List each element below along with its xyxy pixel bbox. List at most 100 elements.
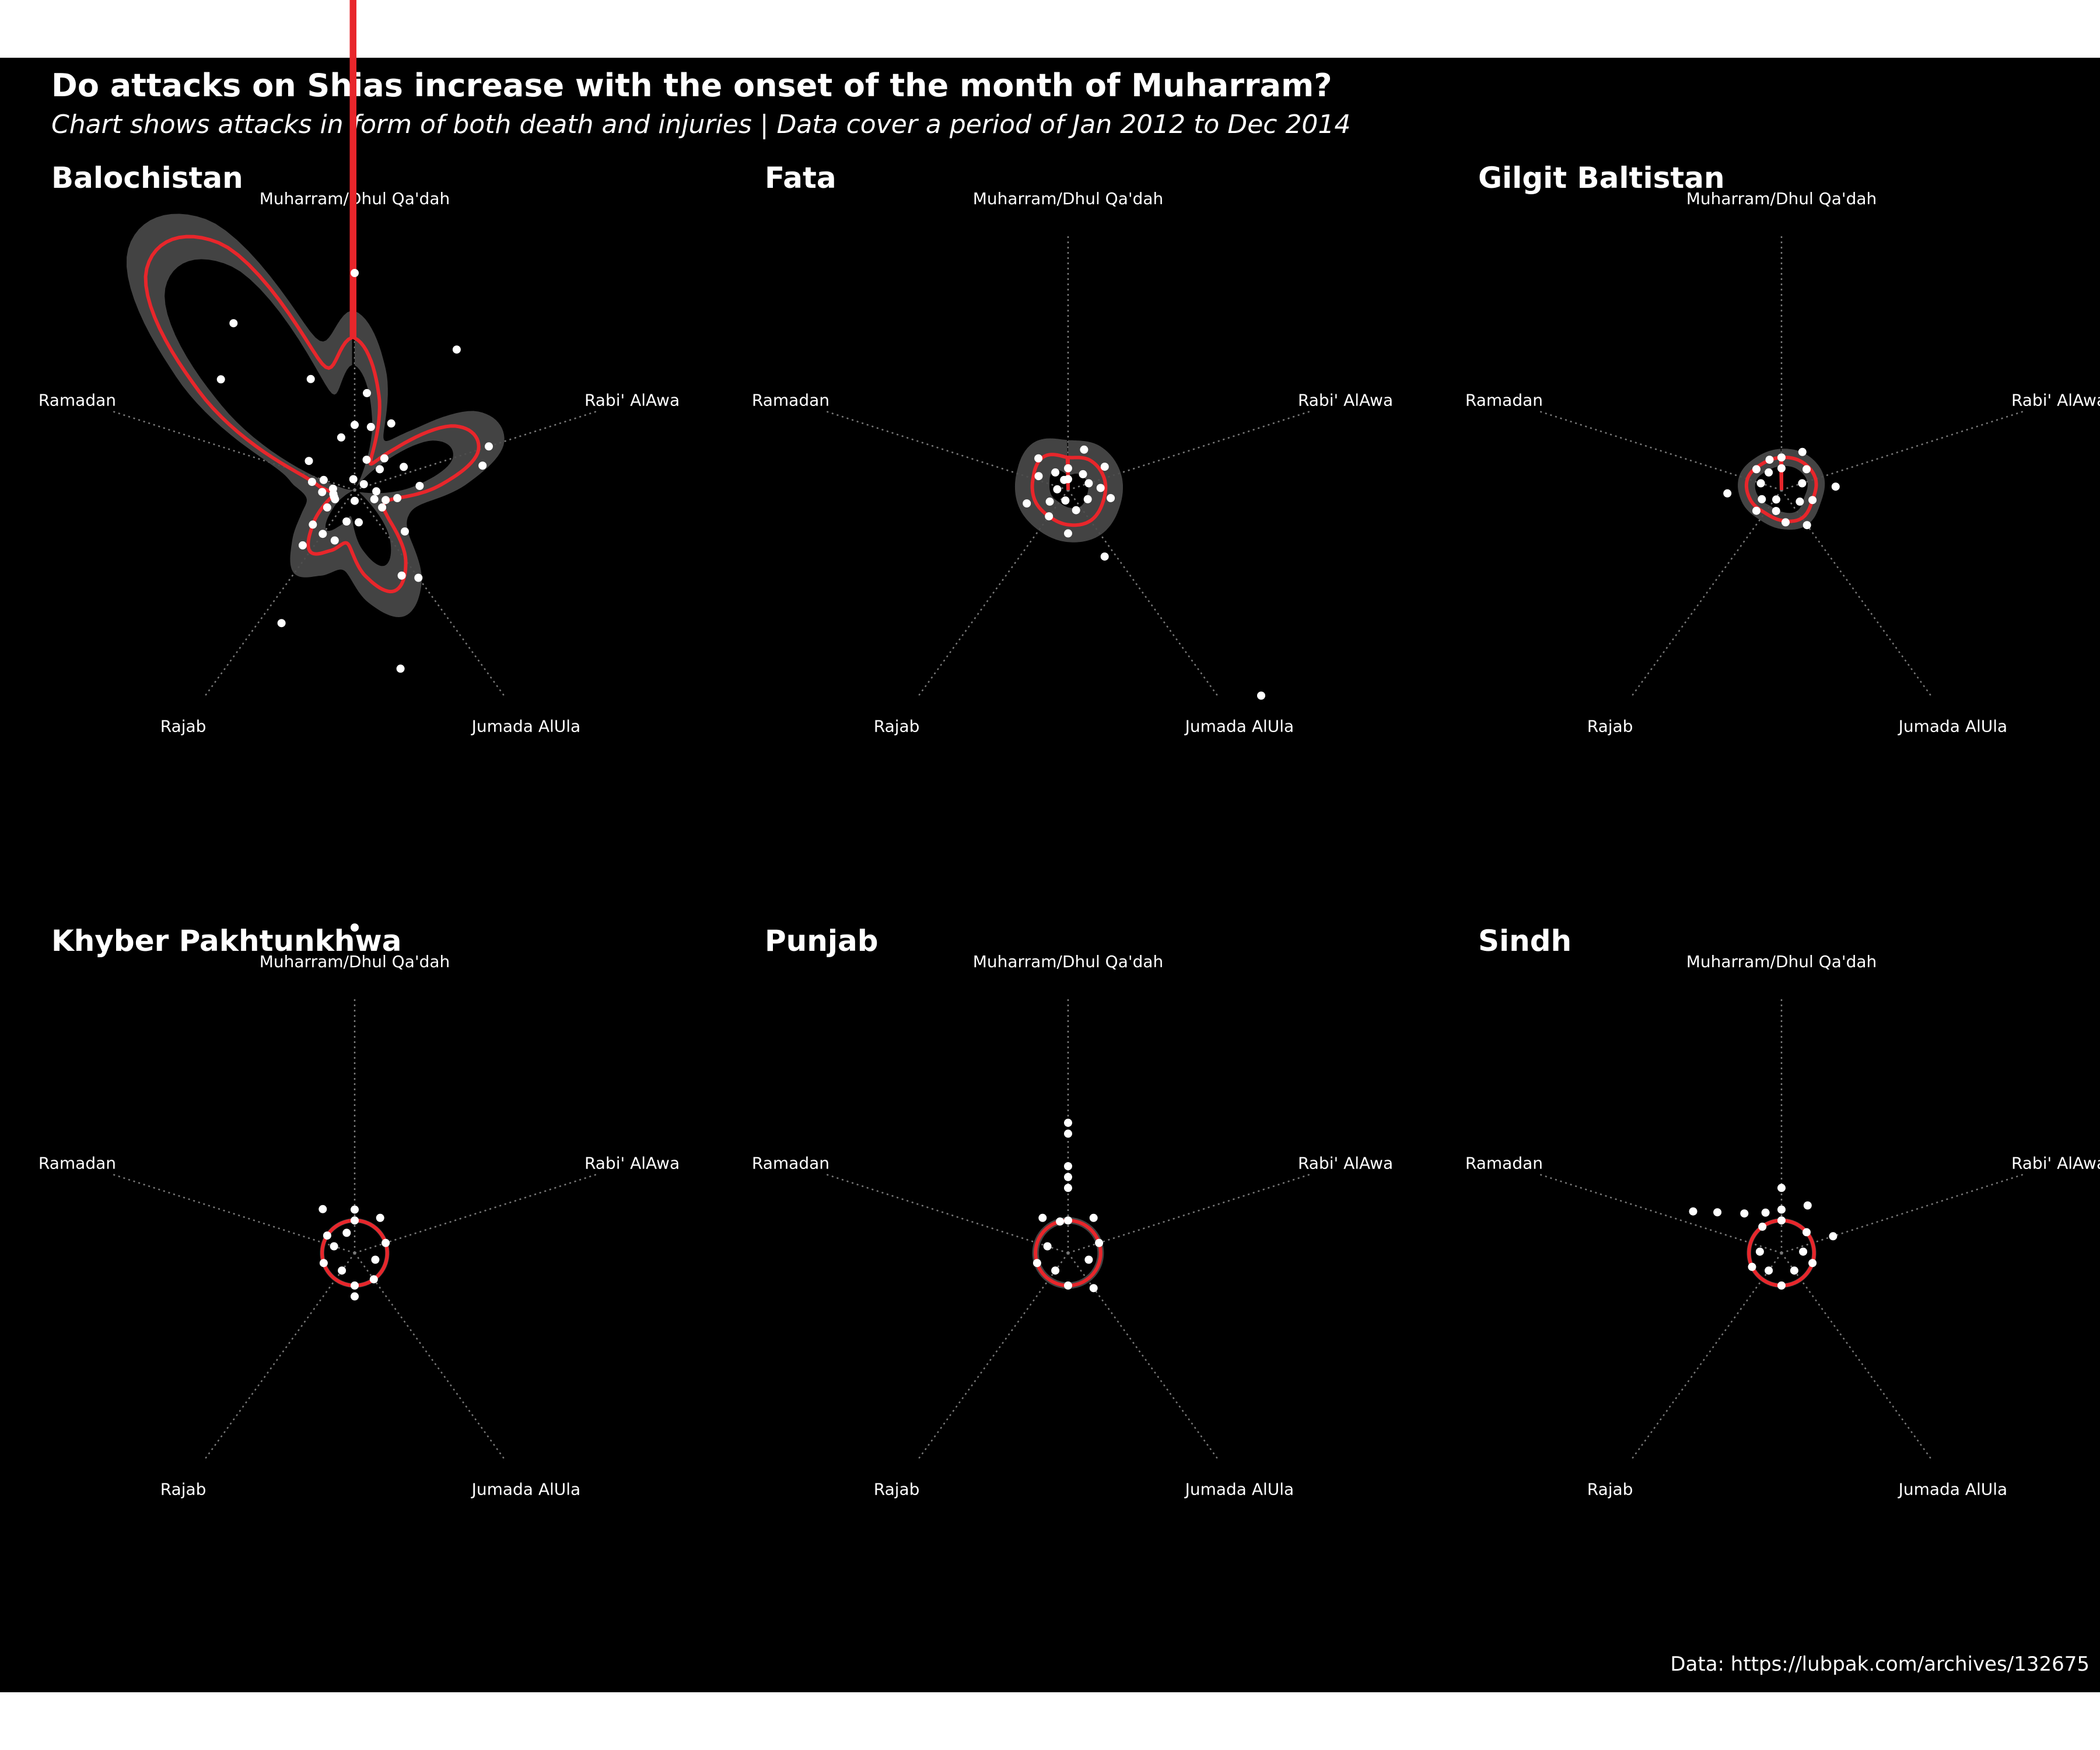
- axis-label: Rajab: [160, 1480, 206, 1499]
- data-point: [1765, 468, 1773, 477]
- data-point: [1051, 1266, 1060, 1275]
- data-point: [216, 375, 225, 384]
- data-point: [1064, 529, 1072, 538]
- facet-punjab: Punjab Muharram/Dhul Qa'dah Rabi' AlAwa Jum…: [752, 924, 1393, 1499]
- data-point: [1053, 485, 1062, 494]
- data-point: [1790, 1266, 1798, 1275]
- data-point: [1107, 494, 1115, 502]
- data-point: [318, 488, 327, 496]
- radial-grid-spoke: [354, 410, 599, 491]
- data-point: [298, 541, 307, 550]
- data-point: [380, 454, 388, 463]
- data-point: [304, 457, 313, 466]
- data-point: [1064, 1129, 1072, 1138]
- data-point: [342, 517, 351, 526]
- axis-label: Rajab: [1587, 1480, 1633, 1499]
- data-point: [1064, 464, 1072, 473]
- data-point: [351, 496, 359, 505]
- data-point: [1689, 1207, 1698, 1216]
- data-point: [378, 503, 387, 512]
- data-point: [1061, 496, 1070, 505]
- axis-label: Rabi' AlAwa: [1298, 1153, 1393, 1172]
- data-point: [307, 478, 316, 487]
- axis-label: Jumada AlUla: [1898, 1480, 2008, 1499]
- data-point: [319, 475, 328, 484]
- data-point: [1713, 1208, 1722, 1217]
- data-point: [1777, 1216, 1786, 1225]
- data-point: [1758, 1222, 1767, 1231]
- data-point: [1803, 465, 1811, 474]
- data-point: [319, 1259, 328, 1268]
- data-point: [1045, 497, 1054, 506]
- data-point: [1089, 1213, 1098, 1222]
- data-point: [1752, 506, 1760, 515]
- radial-grid-spoke: [916, 1252, 1069, 1461]
- data-point: [387, 419, 396, 428]
- data-point: [1799, 1247, 1808, 1256]
- data-point: [328, 484, 337, 493]
- data-point: [1798, 479, 1807, 488]
- data-point: [371, 1255, 380, 1264]
- radial-grid-spoke: [1780, 1252, 1933, 1461]
- data-point: [397, 571, 406, 580]
- axis-label: Ramadan: [1465, 390, 1543, 410]
- axis-label: Muharram/Dhul Qa'dah: [260, 952, 450, 971]
- axis-label: Ramadan: [38, 390, 116, 410]
- data-point: [362, 456, 371, 464]
- data-point: [1064, 1281, 1072, 1290]
- data-point: [306, 374, 315, 383]
- data-point: [229, 319, 238, 328]
- data-point: [382, 496, 390, 505]
- data-point: [1803, 1228, 1811, 1237]
- radial-grid-spoke: [110, 1172, 355, 1254]
- data-point: [1758, 495, 1766, 503]
- data-point: [1798, 447, 1807, 456]
- data-point: [415, 482, 424, 490]
- radial-grid-spoke: [354, 1172, 599, 1254]
- data-point: [1796, 497, 1804, 506]
- data-point: [351, 269, 359, 277]
- radial-grid-spoke: [354, 489, 506, 698]
- data-point: [351, 421, 359, 429]
- data-point: [1051, 468, 1060, 477]
- data-point: [376, 465, 384, 474]
- axis-label: Jumada AlUla: [1184, 717, 1294, 736]
- radial-grid-spoke: [1781, 1172, 2026, 1254]
- data-point: [1072, 506, 1080, 514]
- facet-sindh: Sindh Muharram/Dhul Qa'dah Rabi' AlAwa Juma…: [1465, 924, 2100, 1499]
- data-point: [1034, 454, 1043, 463]
- axis-label: Rabi' AlAwa: [584, 1153, 680, 1172]
- data-point: [351, 1281, 359, 1290]
- data-point: [1089, 1284, 1098, 1293]
- radial-grid-spoke: [1630, 489, 1783, 698]
- facet-title-fata: Fata: [765, 161, 836, 195]
- data-point: [1803, 521, 1811, 530]
- data-point: [1831, 482, 1840, 491]
- data-point: [485, 442, 493, 451]
- data-point: [452, 345, 461, 354]
- facet-title-khyber-pakhtunkhwa: Khyber Pakhtunkhwa: [51, 924, 401, 958]
- data-point: [1808, 1259, 1817, 1268]
- axis-label: Muharram/Dhul Qa'dah: [1686, 952, 1877, 971]
- axis-label: Rajab: [160, 717, 206, 736]
- axis-label: Jumada AlUla: [471, 717, 581, 736]
- smooth-trend-line: [1030, 453, 1108, 527]
- chart-subtitle: Chart shows attacks in form of both deat…: [51, 110, 1351, 139]
- data-point: [1765, 456, 1774, 464]
- data-point: [318, 1205, 327, 1213]
- data-point: [1060, 475, 1069, 484]
- data-point: [370, 495, 379, 503]
- data-point: [1777, 1205, 1786, 1214]
- data-point: [330, 536, 339, 545]
- data-point: [393, 494, 402, 502]
- facet-title-sindh: Sindh: [1478, 924, 1572, 958]
- data-point: [277, 619, 286, 628]
- data-point: [1064, 1184, 1072, 1192]
- data-source-caption: Data: https://lubpak.com/archives/132675: [1670, 1653, 2090, 1676]
- data-point: [1772, 495, 1780, 504]
- data-point: [1080, 445, 1088, 454]
- data-point: [1043, 1242, 1052, 1251]
- data-point: [1083, 495, 1092, 503]
